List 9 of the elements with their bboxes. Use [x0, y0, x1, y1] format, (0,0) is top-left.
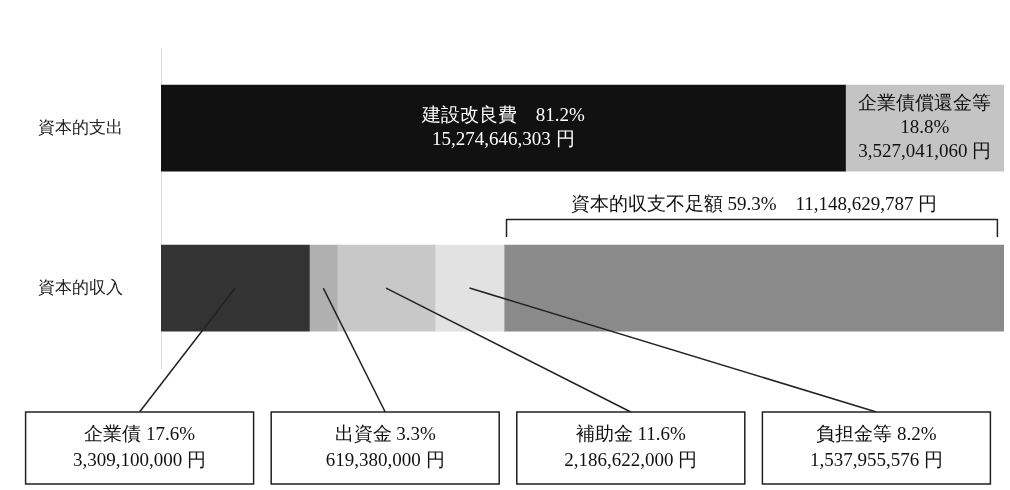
data-label: 企業債償還金等 18.8% 3,527,041,060 円: [858, 92, 992, 162]
data-label: 建設改良費 81.2% 15,274,646,303 円: [420, 104, 585, 150]
data-label: 負担金等 8.2% 1,537,955,576 円: [809, 422, 943, 470]
data-label: 補助金 11.6% 2,186,622,000 円: [564, 422, 698, 470]
data-label: 企業債 17.6% 3,309,100,000 円: [73, 422, 207, 470]
y-tick-label: 資本的収入: [38, 277, 123, 297]
y-tick-label: 資本的支出: [38, 117, 123, 137]
data-label: 出資金 3.3% 619,380,000 円: [325, 422, 445, 470]
annotation: 資本的収支不足額 59.3% 11,148,629,787 円: [570, 193, 938, 215]
